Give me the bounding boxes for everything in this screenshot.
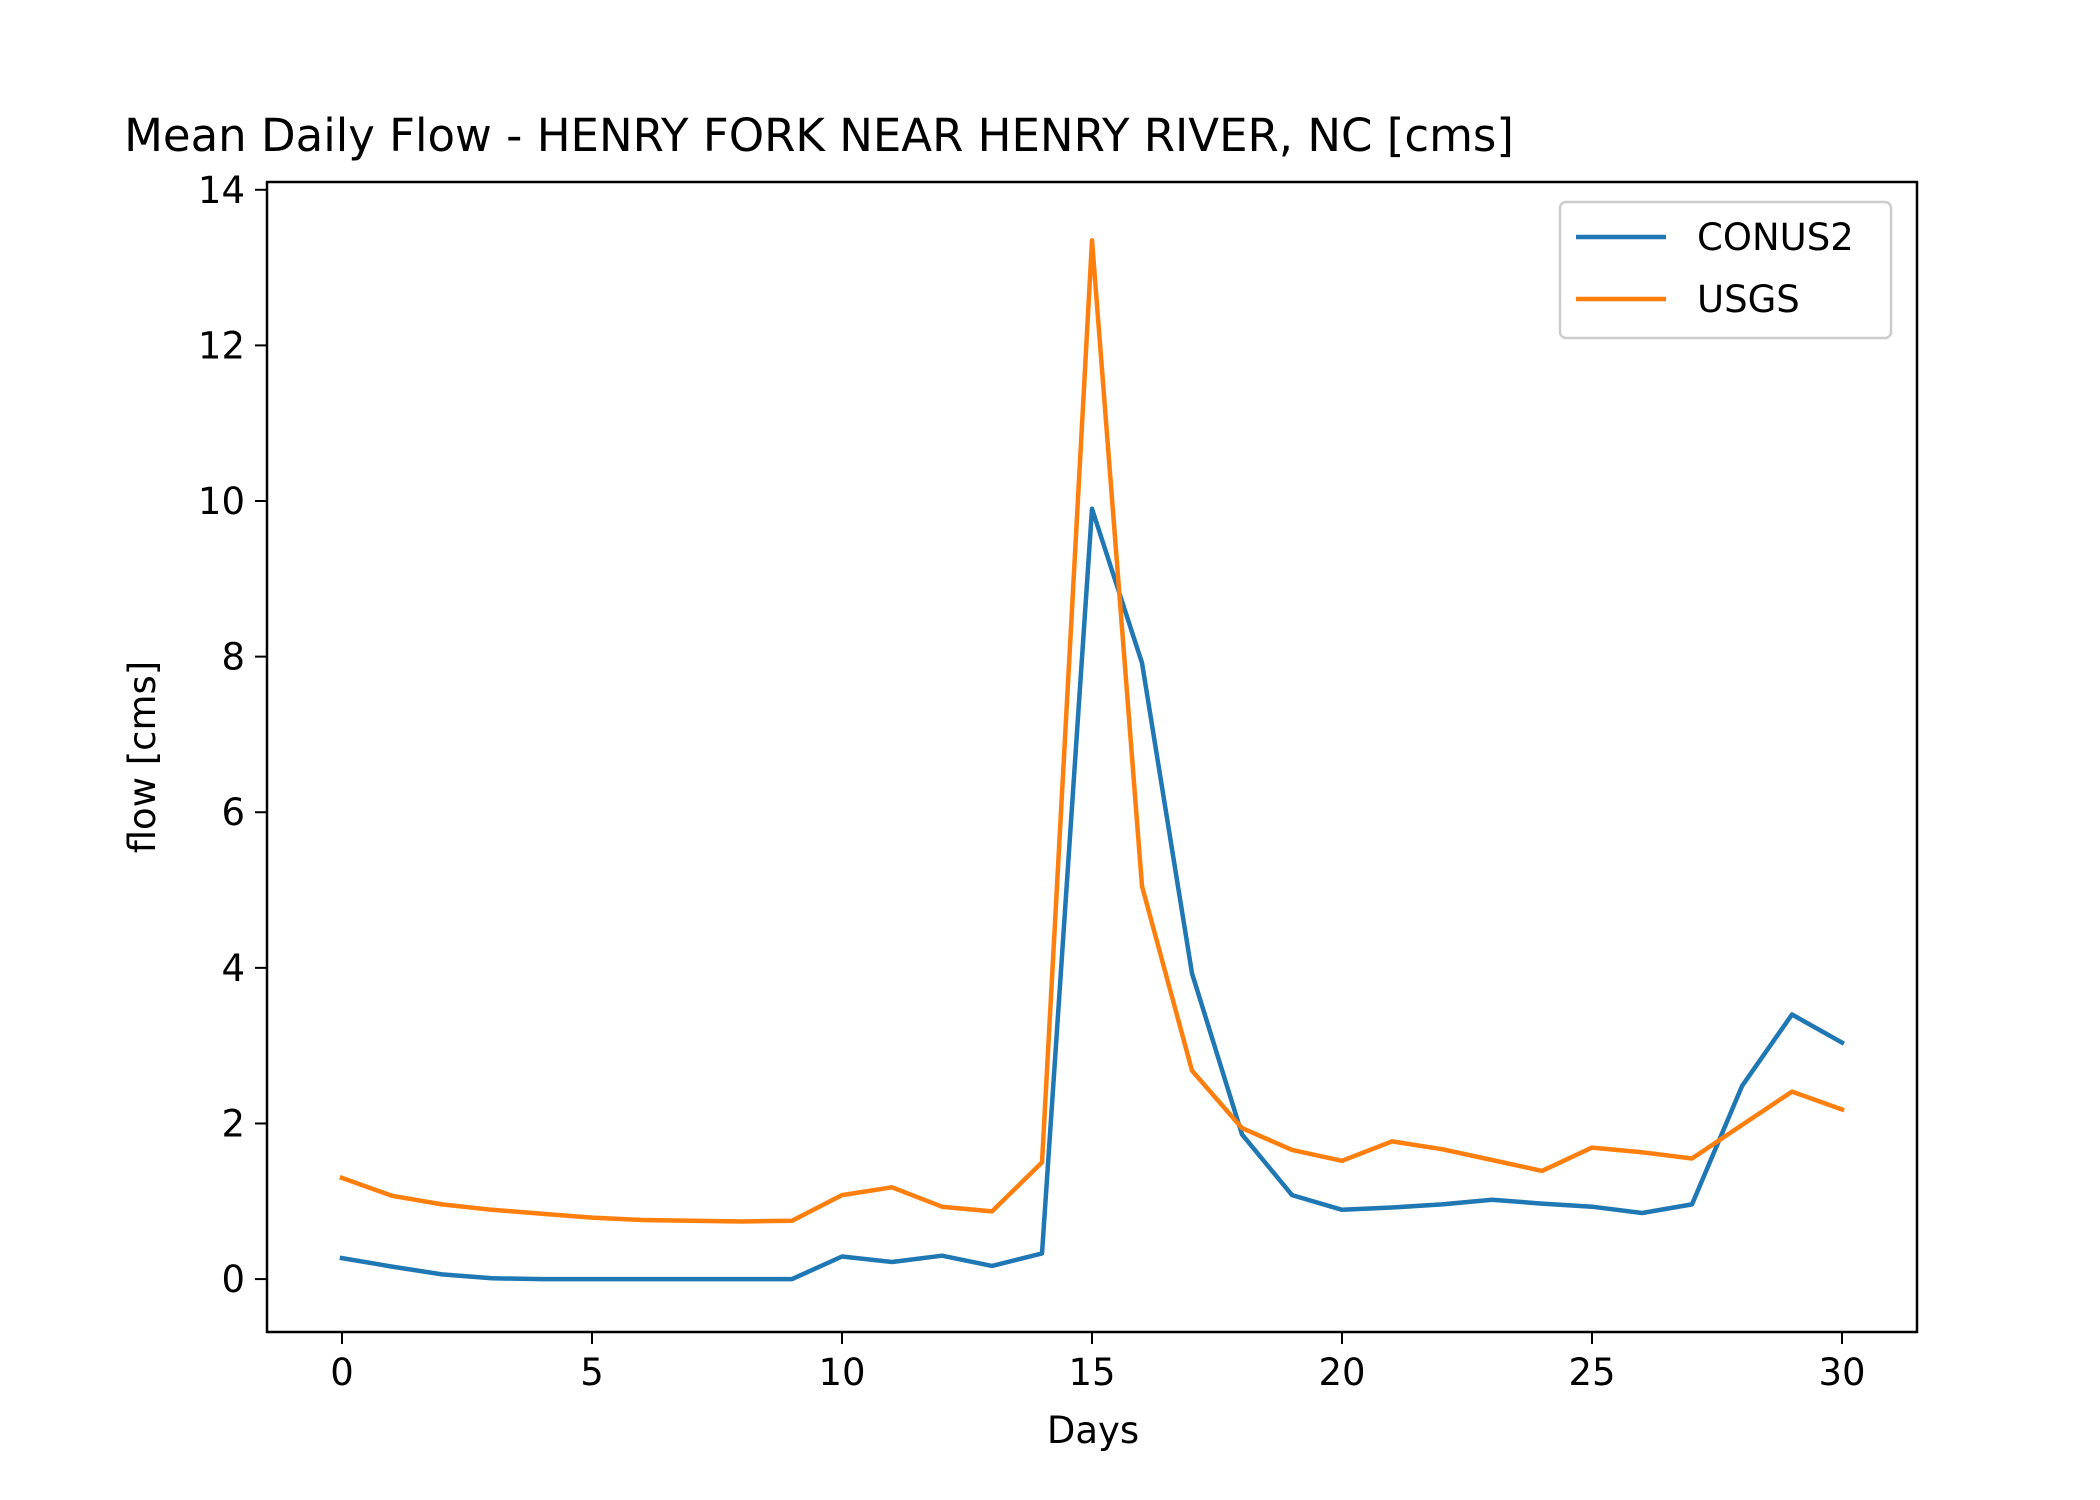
plot-area: [339, 238, 1846, 1282]
y-axis: 0 2 4 6 8 10 12 14: [198, 169, 267, 1301]
legend: CONUS2 USGS: [1558, 200, 1893, 340]
series-line-conus2: [339, 506, 1846, 1282]
y-tick-label: 2: [221, 1102, 245, 1145]
x-axis: 0 5 10 15 20 25 30: [330, 1332, 1866, 1394]
y-tick-label: 4: [221, 947, 245, 990]
legend-label-usgs: USGS: [1697, 278, 1800, 321]
x-tick-label: 10: [818, 1351, 865, 1394]
x-axis-label: Days: [1047, 1409, 1139, 1452]
chart-title: Mean Daily Flow - HENRY FORK NEAR HENRY …: [124, 109, 1514, 162]
y-tick-label: 6: [221, 791, 245, 834]
y-tick-label: 12: [198, 324, 245, 367]
y-tick-label: 14: [198, 169, 245, 212]
x-tick-label: 0: [330, 1351, 354, 1394]
x-tick-label: 30: [1818, 1351, 1865, 1394]
x-tick-label: 15: [1068, 1351, 1115, 1394]
y-axis-label: flow [cms]: [121, 661, 164, 854]
x-tick-label: 20: [1318, 1351, 1365, 1394]
y-tick-label: 0: [221, 1258, 245, 1301]
y-tick-label: 8: [221, 636, 245, 679]
y-tick-label: 10: [198, 480, 245, 523]
legend-label-conus2: CONUS2: [1697, 216, 1854, 259]
x-tick-label: 25: [1568, 1351, 1615, 1394]
x-tick-label: 5: [580, 1351, 604, 1394]
series-line-usgs: [339, 238, 1845, 1224]
